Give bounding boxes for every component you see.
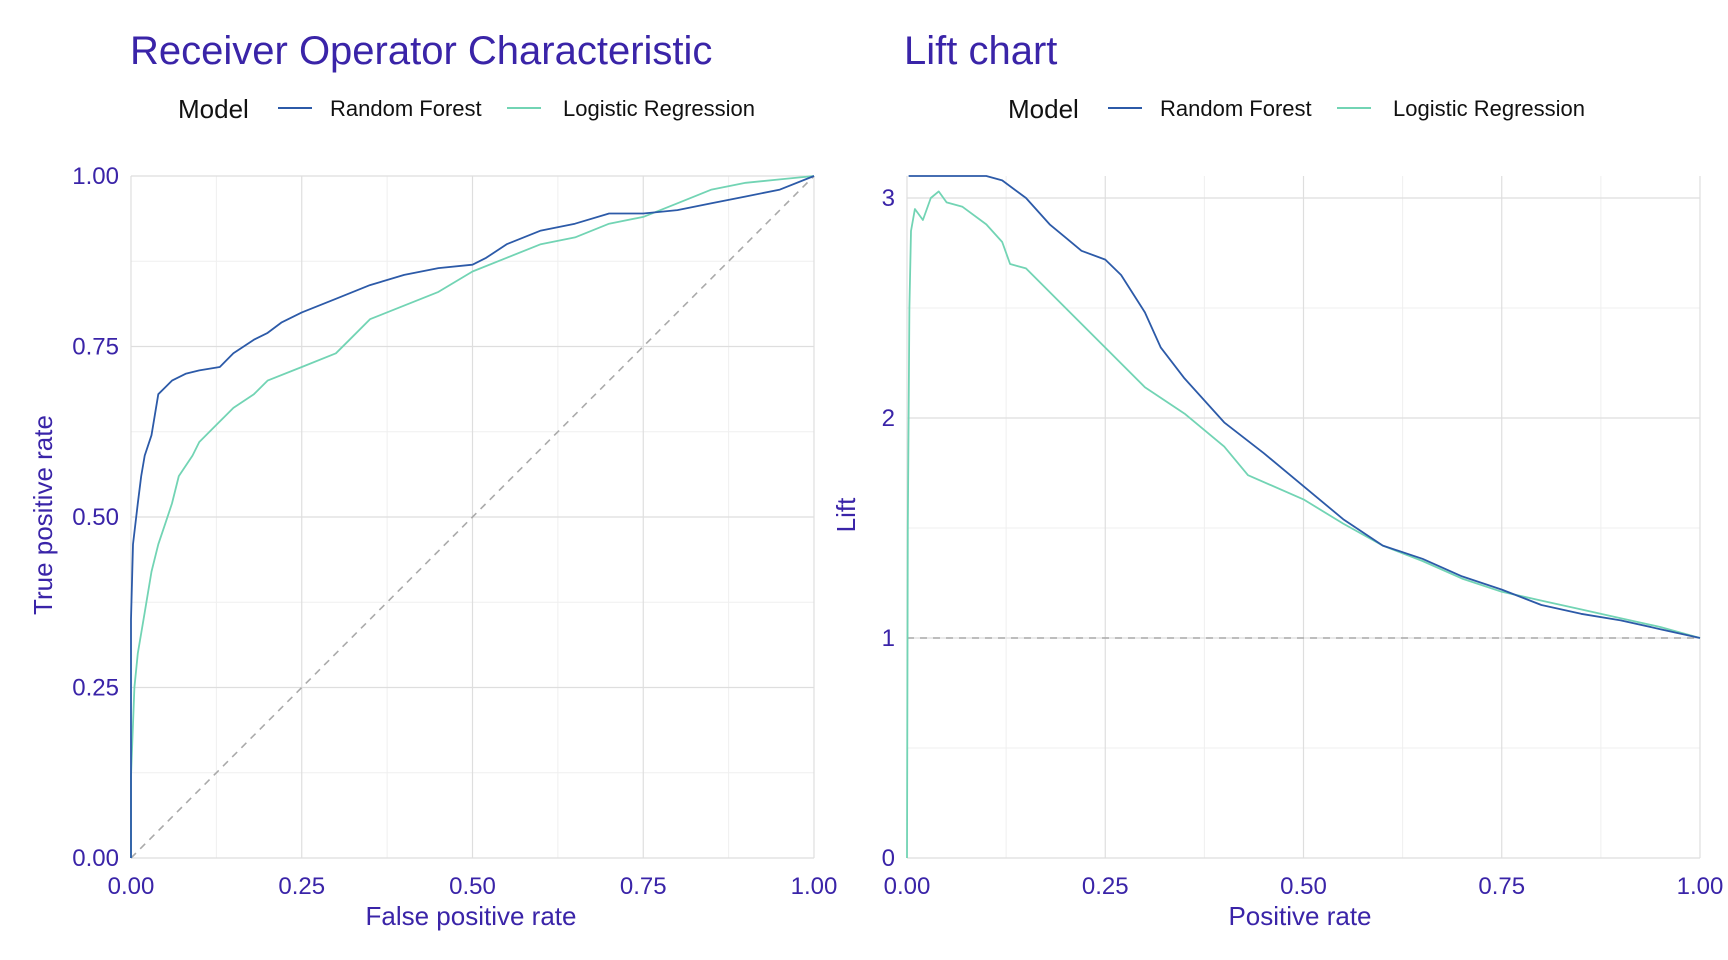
roc-chart-panel: Receiver Operator Characteristic Model R… xyxy=(28,29,837,931)
lift-series-line-logistic-regression xyxy=(906,190,1701,859)
lift-legend-label-random-forest: Random Forest xyxy=(1160,96,1312,121)
roc-x-tick-label: 0.50 xyxy=(449,873,496,900)
roc-y-tick-label: 0.75 xyxy=(72,334,119,361)
lift-legend: Model Random Forest Logistic Regression xyxy=(1008,94,1585,124)
lift-x-tick-label: 1.00 xyxy=(1677,873,1724,900)
roc-legend-label-random-forest: Random Forest xyxy=(330,96,482,121)
lift-chart-panel: Lift chart Model Random Forest Logistic … xyxy=(831,29,1723,931)
roc-plot-area: 0.00 0.25 0.50 0.75 1.00 0.00 0.25 0.50 0.75 1.00 xyxy=(72,163,837,900)
lift-x-tick-label: 0.75 xyxy=(1478,873,1525,900)
roc-legend: Model Random Forest Logistic Regression xyxy=(178,94,755,124)
lift-x-axis-label: Positive rate xyxy=(1228,901,1371,931)
roc-y-tick-label: 0.00 xyxy=(72,845,119,872)
lift-x-tick-label: 0.00 xyxy=(884,873,931,900)
roc-x-tick-label: 0.25 xyxy=(278,873,325,900)
roc-x-tick-label: 0.00 xyxy=(108,873,155,900)
lift-y-tick-label: 0 xyxy=(882,845,895,872)
lift-legend-label-logistic-regression: Logistic Regression xyxy=(1393,96,1585,121)
lift-y-tick-label: 3 xyxy=(882,185,895,212)
lift-series-line-random-forest xyxy=(908,175,1701,639)
lift-plot-area: 0.00 0.25 0.50 0.75 1.00 0 1 2 3 xyxy=(882,175,1724,900)
roc-y-tick-label: 0.50 xyxy=(72,504,119,531)
roc-y-axis-label: True positive rate xyxy=(28,415,58,615)
lift-y-tick-label: 2 xyxy=(882,405,895,432)
roc-series-line-random-forest xyxy=(130,175,815,858)
roc-x-tick-label: 0.75 xyxy=(620,873,667,900)
roc-legend-title: Model xyxy=(178,94,249,124)
lift-y-axis-label: Lift xyxy=(831,497,861,532)
roc-legend-label-logistic-regression: Logistic Regression xyxy=(563,96,755,121)
lift-chart-title: Lift chart xyxy=(904,29,1057,73)
lift-legend-title: Model xyxy=(1008,94,1079,124)
roc-x-tick-label: 1.00 xyxy=(791,873,838,900)
roc-y-tick-label: 0.25 xyxy=(72,675,119,702)
roc-chart-title: Receiver Operator Characteristic xyxy=(130,29,712,73)
roc-series-line-logistic-regression xyxy=(130,175,815,858)
roc-reference-line xyxy=(130,175,815,859)
lift-x-tick-label: 0.50 xyxy=(1280,873,1327,900)
lift-y-tick-label: 1 xyxy=(882,625,895,652)
lift-x-tick-label: 0.25 xyxy=(1082,873,1129,900)
roc-y-tick-label: 1.00 xyxy=(72,163,119,190)
roc-x-axis-label: False positive rate xyxy=(366,901,577,931)
